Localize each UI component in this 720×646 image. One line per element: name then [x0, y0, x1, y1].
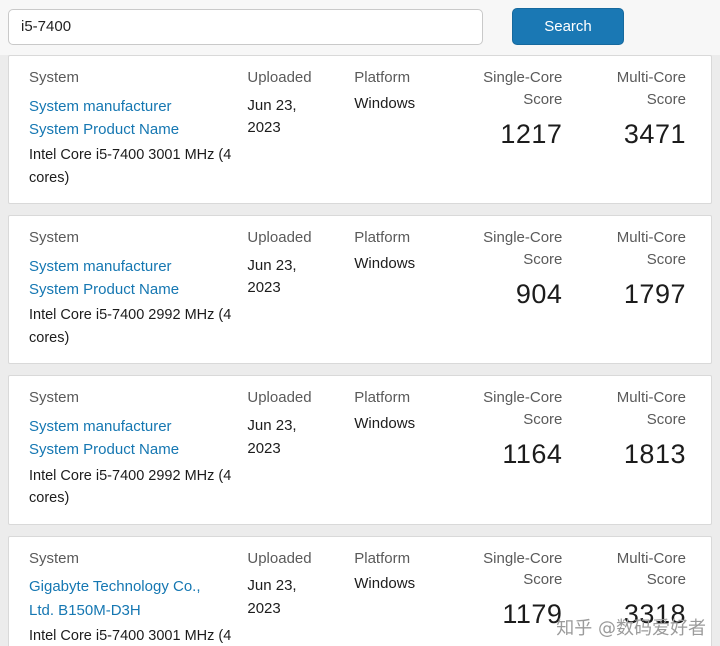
result-card: System System manufacturer System Produc… — [8, 215, 712, 365]
multi-core-header: Multi-Core Score — [616, 389, 686, 429]
uploaded-column-header: Uploaded — [247, 69, 312, 86]
uploaded-value: Jun 23, 2023 — [247, 256, 297, 297]
uploaded-value: Jun 23, 2023 — [247, 577, 297, 617]
system-column-header: System — [29, 69, 80, 86]
system-link[interactable]: System manufacturer System Product Name — [29, 418, 180, 459]
result-card: System Gigabyte Technology Co., Ltd. B15… — [8, 535, 712, 646]
platform-value: Windows — [354, 415, 416, 433]
multi-core-column: Multi-Core Score 3471 — [562, 67, 686, 189]
multi-core-column: Multi-Core Score 3318 — [562, 548, 686, 646]
uploaded-value: Jun 23, 2023 — [247, 96, 297, 137]
system-link[interactable]: System manufacturer System Product Name — [29, 97, 180, 138]
uploaded-column-header: Uploaded — [247, 389, 312, 407]
watermark: 知乎 @数码爱好者 — [556, 618, 706, 639]
platform-column-header: Platform — [354, 69, 411, 86]
multi-core-column: Multi-Core Score 1813 — [562, 387, 686, 509]
multi-core-header: Multi-Core Score — [616, 229, 686, 268]
uploaded-column-header: Uploaded — [247, 229, 312, 247]
single-core-score: 904 — [515, 278, 563, 309]
system-column-header: System — [29, 389, 80, 407]
platform-column: Platform Windows — [354, 67, 470, 189]
single-core-column: Single-Core Score 1164 — [470, 387, 562, 509]
uploaded-column: Uploaded Jun 23, 2023 — [247, 67, 354, 189]
single-core-score: 1164 — [502, 438, 563, 469]
single-core-column: Single-Core Score 904 — [470, 227, 562, 349]
multi-core-column: Multi-Core Score 1797 — [562, 227, 686, 349]
platform-column-header: Platform — [354, 549, 411, 567]
platform-column: Platform Windows — [354, 387, 470, 509]
platform-column-header: Platform — [354, 229, 411, 247]
result-card: System System manufacturer System Produc… — [8, 375, 712, 525]
multi-core-score: 1813 — [623, 438, 686, 469]
system-column: System Gigabyte Technology Co., Ltd. B15… — [29, 548, 247, 646]
single-core-score: 1179 — [502, 599, 563, 630]
platform-column: Platform Windows — [354, 227, 470, 349]
platform-value: Windows — [354, 94, 416, 112]
platform-column-header: Platform — [354, 389, 411, 407]
single-core-header: Single-Core Score — [483, 229, 563, 268]
single-core-score: 1217 — [500, 118, 563, 149]
single-core-header: Single-Core Score — [483, 549, 563, 589]
uploaded-column-header: Uploaded — [247, 549, 312, 567]
single-core-column: Single-Core Score 1217 — [470, 67, 562, 189]
multi-core-header: Multi-Core Score — [616, 69, 686, 108]
cpu-description: Intel Core i5-7400 3001 MHz (4 cores) — [29, 627, 232, 644]
cpu-description: Intel Core i5-7400 2992 MHz (4 cores) — [29, 307, 232, 346]
search-input[interactable] — [8, 8, 483, 45]
platform-column: Platform Windows — [354, 548, 470, 646]
system-column-header: System — [29, 549, 80, 567]
cpu-description: Intel Core i5-7400 2992 MHz (4 cores) — [29, 467, 232, 507]
search-button[interactable]: Search — [512, 8, 624, 45]
uploaded-column: Uploaded Jun 23, 2023 — [247, 387, 354, 509]
multi-core-header: Multi-Core Score — [616, 549, 686, 589]
single-core-header: Single-Core Score — [483, 389, 563, 429]
platform-value: Windows — [354, 575, 416, 593]
results-list: System System manufacturer System Produc… — [0, 55, 720, 646]
uploaded-column: Uploaded Jun 23, 2023 — [247, 548, 354, 646]
system-column: System System manufacturer System Produc… — [29, 387, 247, 509]
cpu-description: Intel Core i5-7400 3001 MHz (4 cores) — [29, 147, 232, 186]
system-column-header: System — [29, 229, 80, 247]
system-column: System System manufacturer System Produc… — [29, 227, 247, 349]
uploaded-value: Jun 23, 2023 — [247, 417, 297, 457]
search-bar: Search — [0, 0, 720, 55]
multi-core-score: 3471 — [623, 118, 686, 149]
system-column: System System manufacturer System Produc… — [29, 67, 247, 189]
multi-core-score: 3318 — [623, 599, 686, 630]
system-link[interactable]: Gigabyte Technology Co., Ltd. B150M-D3H — [29, 578, 201, 619]
single-core-header: Single-Core Score — [483, 69, 563, 108]
single-core-column: Single-Core Score 1179 — [470, 548, 562, 646]
multi-core-score: 1797 — [623, 278, 686, 309]
result-card: System System manufacturer System Produc… — [8, 55, 712, 205]
system-link[interactable]: System manufacturer System Product Name — [29, 257, 180, 299]
platform-value: Windows — [354, 254, 416, 272]
uploaded-column: Uploaded Jun 23, 2023 — [247, 227, 354, 349]
